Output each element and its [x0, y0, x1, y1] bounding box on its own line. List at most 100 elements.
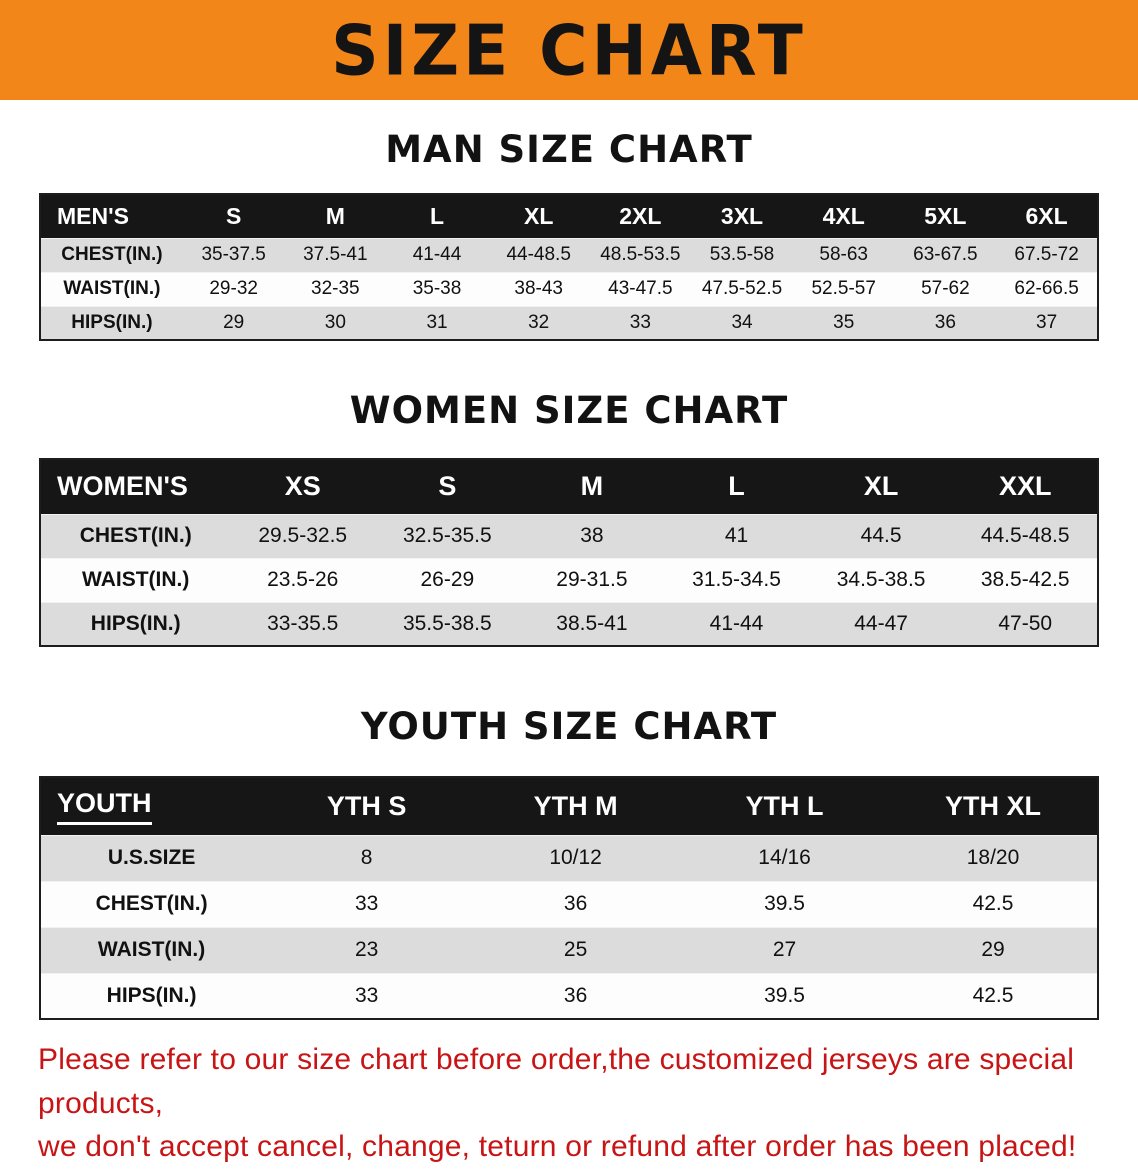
table-row: WAIST(IN.) 23 25 27 29 [40, 927, 1098, 973]
page-title: SIZE CHART [331, 9, 807, 91]
size-value: 32-35 [311, 278, 360, 299]
table-title-label: WOMEN'S [57, 471, 188, 502]
size-value: 8 [360, 846, 373, 869]
size-value: 62-66.5 [1014, 278, 1079, 299]
size-value: 44-47 [854, 611, 908, 635]
size-value: 38-43 [514, 278, 563, 299]
size-column-header: 5XL [894, 194, 997, 238]
size-value: 38 [580, 524, 604, 547]
size-column-header: M [284, 194, 387, 238]
size-value: 36 [934, 311, 956, 333]
size-value: 67.5-72 [1014, 244, 1079, 265]
size-value: 52.5-57 [811, 278, 876, 299]
size-value: 29 [981, 938, 1005, 961]
size-value: 42.5 [972, 892, 1014, 915]
size-column-header: L [386, 194, 488, 238]
table-row: HIPS(IN.) 33-35.5 35.5-38.5 38.5-41 41-44 44-… [40, 602, 1098, 646]
size-column-header: 6XL [996, 194, 1098, 238]
table-row: CHEST(IN.) 35-37.5 37.5-41 41-44 44-48.5 48.5… [40, 238, 1098, 272]
size-value: 23.5-26 [267, 568, 339, 591]
table-row: WAIST(IN.) 23.5-26 26-29 29-31.5 31.5-34.5 34… [40, 558, 1098, 602]
size-value: 31.5-34.5 [692, 568, 781, 591]
size-column-header: YTH M [471, 777, 681, 835]
youth-size-table: YOUTH YTH S YTH M YTH L YTH XL U.S.SIZE 8 10/12… [39, 776, 1099, 1020]
table-title-cell: WOMEN'S [40, 459, 231, 514]
measurement-label: CHEST(IN.) [95, 892, 208, 915]
size-value: 33 [354, 983, 379, 1007]
measurement-label: WAIST(IN.) [82, 568, 190, 591]
section-men-size-chart: MAN SIZE CHART MEN'S S M L XL 2XL 3XL 4XL 5XL 6XL C… [0, 128, 1138, 341]
size-value: 29 [223, 311, 245, 333]
size-value: 29-31.5 [556, 568, 628, 591]
size-column-header: XL [808, 459, 954, 514]
size-column-header: M [519, 459, 665, 514]
size-value: 27 [772, 938, 797, 961]
size-column-header: XS [230, 459, 376, 514]
size-value: 10/12 [549, 846, 602, 869]
size-column-header: L [664, 459, 809, 514]
size-value: 29-32 [209, 278, 258, 299]
size-value: 14/16 [758, 846, 811, 869]
size-value: 44.5-48.5 [980, 524, 1070, 547]
size-tables: MAN SIZE CHART MEN'S S M L XL 2XL 3XL 4XL 5XL 6XL C… [0, 128, 1138, 1020]
size-value: 43-47.5 [608, 278, 673, 299]
size-value: 36 [563, 892, 588, 915]
table-title-label: MEN'S [57, 202, 129, 229]
size-value: 33-35.5 [267, 611, 339, 635]
size-value: 31 [426, 311, 448, 333]
size-value: 35.5-38.5 [402, 611, 492, 635]
size-column-header: YTH XL [889, 777, 1098, 835]
header-row: MEN'S S M L XL 2XL 3XL 4XL 5XL 6XL [40, 194, 1098, 238]
size-column-header: YTH L [680, 777, 890, 835]
table-row: CHEST(IN.) 29.5-32.5 32.5-35.5 38 41 44.5 44.5… [40, 514, 1098, 558]
section-women-size-chart: WOMEN SIZE CHART WOMEN'S XS S M L XL XXL CHEST(I… [0, 389, 1138, 647]
size-value: 38.5-41 [556, 611, 628, 635]
size-value: 41 [724, 524, 749, 547]
size-value: 39.5 [764, 892, 805, 915]
men-size-chart-heading: MAN SIZE CHART [385, 128, 753, 171]
measurement-label: HIPS(IN.) [90, 611, 181, 635]
table-row: CHEST(IN.) 33 36 39.5 42.5 [40, 881, 1098, 927]
size-value: 47-50 [998, 611, 1053, 635]
table-row: HIPS(IN.) 33 36 39.5 42.5 [40, 973, 1098, 1019]
size-value: 37 [1036, 311, 1058, 333]
size-column-header: XXL [953, 459, 1098, 514]
size-column-header: 4XL [792, 194, 895, 238]
footer-note-line: Please refer to our size chart before or… [38, 1043, 1075, 1120]
table-title-label: YOUTH [57, 788, 152, 825]
table-title-cell: YOUTH [40, 777, 263, 835]
table-row: WAIST(IN.) 29-32 32-35 35-38 38-43 43-47.5 47.… [40, 272, 1098, 306]
size-value: 35-38 [412, 278, 462, 299]
size-value: 36 [563, 983, 588, 1007]
size-value: 47.5-52.5 [701, 278, 783, 299]
footer-note: Please refer to our size chart before or… [0, 1038, 1138, 1169]
size-value: 39.5 [764, 983, 805, 1007]
size-column-header: YTH S [262, 777, 472, 835]
size-value: 32 [528, 311, 550, 333]
table-title-cell: MEN'S [40, 194, 183, 238]
size-value: 34 [731, 311, 753, 333]
measurement-label: CHEST(IN.) [61, 244, 163, 265]
size-column-header: S [375, 459, 520, 514]
size-column-header: 3XL [691, 194, 793, 238]
women-size-chart-heading: WOMEN SIZE CHART [349, 389, 789, 432]
size-value: 44-48.5 [506, 244, 571, 265]
size-value: 42.5 [972, 983, 1014, 1007]
size-value: 53.5-58 [709, 244, 775, 265]
size-value: 25 [563, 938, 588, 961]
size-value: 34.5-38.5 [836, 568, 926, 591]
size-value: 32.5-35.5 [402, 524, 492, 547]
section-youth-size-chart: YOUTH SIZE CHART YOUTH YTH S YTH M YTH L YTH … [0, 705, 1138, 1020]
youth-size-chart-heading: YOUTH SIZE CHART [360, 705, 778, 748]
header-row: WOMEN'S XS S M L XL XXL [40, 459, 1098, 514]
size-value: 33 [354, 892, 379, 915]
size-value: 63-67.5 [913, 244, 978, 265]
measurement-label: HIPS(IN.) [71, 311, 153, 333]
size-value: 57-62 [921, 278, 970, 299]
table-row: HIPS(IN.) 29 30 31 32 33 34 35 36 37 [40, 306, 1098, 340]
size-value: 41-44 [412, 244, 462, 265]
size-chart-banner: SIZE CHART [0, 0, 1138, 100]
size-value: 37.5-41 [303, 244, 368, 265]
measurement-label: HIPS(IN.) [106, 983, 197, 1007]
size-value: 26-29 [420, 568, 475, 591]
